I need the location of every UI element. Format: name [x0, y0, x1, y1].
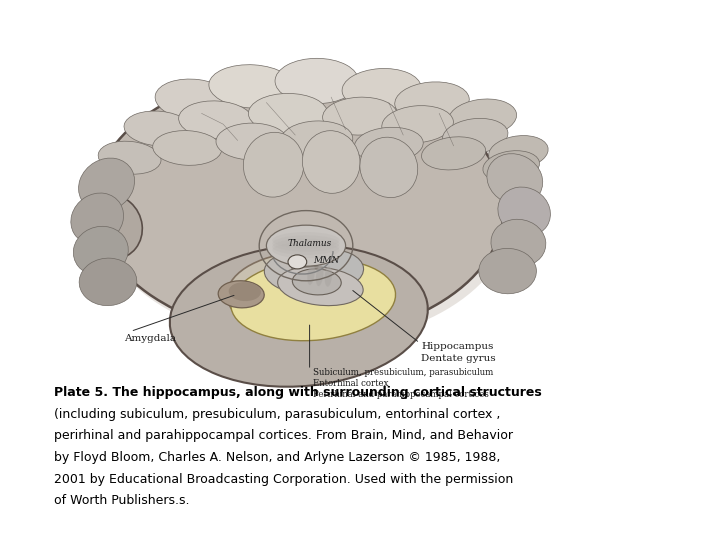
Ellipse shape	[292, 249, 364, 291]
Text: by Floyd Bloom, Charles A. Nelson, and Arlyne Lazerson © 1985, 1988,: by Floyd Bloom, Charles A. Nelson, and A…	[54, 451, 500, 464]
Ellipse shape	[266, 225, 346, 266]
Ellipse shape	[73, 226, 128, 276]
Text: Amygdala: Amygdala	[124, 334, 176, 343]
Text: Dentate gyrus: Dentate gyrus	[421, 354, 496, 363]
Ellipse shape	[79, 258, 137, 306]
Ellipse shape	[498, 187, 550, 237]
Ellipse shape	[227, 252, 378, 333]
Text: Entorhinal cortex: Entorhinal cortex	[313, 379, 389, 388]
Ellipse shape	[382, 106, 454, 143]
Ellipse shape	[483, 151, 539, 182]
Text: Thalamus: Thalamus	[287, 239, 332, 248]
Text: (including subiculum, presubiculum, parasubiculum, entorhinal cortex ,: (including subiculum, presubiculum, para…	[54, 408, 500, 421]
Ellipse shape	[323, 97, 397, 135]
Ellipse shape	[421, 137, 486, 170]
Ellipse shape	[231, 259, 395, 341]
Ellipse shape	[360, 137, 418, 198]
Ellipse shape	[229, 282, 261, 301]
Ellipse shape	[71, 193, 124, 245]
Ellipse shape	[264, 251, 348, 294]
Ellipse shape	[96, 75, 513, 344]
Ellipse shape	[449, 99, 516, 137]
Text: 2001 by Educational Broadcasting Corporation. Used with the permission: 2001 by Educational Broadcasting Corpora…	[54, 472, 513, 485]
Ellipse shape	[170, 245, 428, 387]
Ellipse shape	[98, 141, 161, 174]
Text: Hippocampus: Hippocampus	[421, 342, 494, 351]
Ellipse shape	[248, 93, 328, 133]
Ellipse shape	[209, 65, 295, 108]
Ellipse shape	[489, 136, 548, 169]
Ellipse shape	[216, 123, 288, 160]
Ellipse shape	[243, 132, 304, 197]
Ellipse shape	[281, 121, 353, 158]
Ellipse shape	[325, 266, 332, 287]
Ellipse shape	[218, 281, 264, 308]
Ellipse shape	[155, 79, 234, 121]
Text: of Worth Publishers.s.: of Worth Publishers.s.	[54, 494, 189, 507]
Ellipse shape	[272, 242, 340, 258]
Ellipse shape	[342, 69, 421, 110]
Text: Perirhinal and parahippocampal cortices: Perirhinal and parahippocampal cortices	[313, 390, 489, 399]
Text: Plate 5. The hippocampus, along with surrounding cortical structures: Plate 5. The hippocampus, along with sur…	[54, 386, 541, 399]
Ellipse shape	[94, 73, 504, 338]
Text: Subiculum, presubiculum, parasubiculum: Subiculum, presubiculum, parasubiculum	[313, 368, 493, 377]
Ellipse shape	[179, 101, 253, 139]
Ellipse shape	[491, 219, 546, 267]
Ellipse shape	[124, 111, 193, 146]
Text: MMN: MMN	[313, 256, 340, 265]
Ellipse shape	[153, 131, 222, 165]
Ellipse shape	[81, 194, 143, 259]
Ellipse shape	[278, 267, 363, 306]
Ellipse shape	[479, 248, 536, 294]
Ellipse shape	[316, 265, 323, 286]
Ellipse shape	[292, 269, 341, 295]
Text: perirhinal and parahippocampal cortices. From Brain, Mind, and Behavior: perirhinal and parahippocampal cortices.…	[54, 429, 513, 442]
Ellipse shape	[443, 118, 508, 154]
Ellipse shape	[354, 127, 423, 162]
Ellipse shape	[275, 58, 359, 104]
Ellipse shape	[307, 264, 315, 285]
Ellipse shape	[395, 82, 469, 121]
Ellipse shape	[272, 232, 340, 248]
Ellipse shape	[302, 131, 360, 193]
Ellipse shape	[272, 235, 340, 252]
Ellipse shape	[78, 158, 135, 211]
Ellipse shape	[487, 154, 543, 205]
Ellipse shape	[272, 239, 340, 255]
Circle shape	[288, 255, 307, 269]
